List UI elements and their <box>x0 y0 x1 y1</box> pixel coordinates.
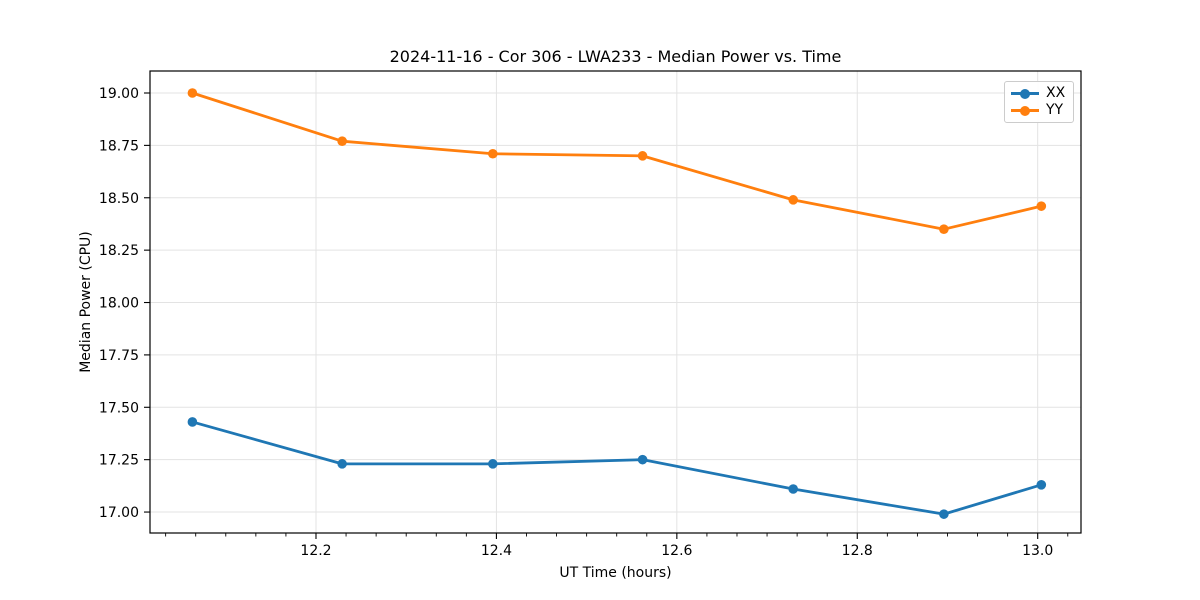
svg-text:17.25: 17.25 <box>99 453 139 469</box>
series-line-yy <box>191 91 1043 231</box>
svg-text:19.00: 19.00 <box>99 86 139 102</box>
svg-text:18.25: 18.25 <box>99 243 139 259</box>
grid-lines <box>150 71 1081 533</box>
legend-item-xx: XX <box>1011 85 1067 102</box>
legend-label-yy: YY <box>1046 102 1064 118</box>
legend-item-yy: YY <box>1011 102 1067 119</box>
plot-frame <box>149 70 1082 534</box>
svg-text:18.75: 18.75 <box>99 138 139 154</box>
series-markers-yy <box>187 88 1047 234</box>
svg-text:17.75: 17.75 <box>99 348 139 364</box>
svg-text:17.50: 17.50 <box>99 400 139 416</box>
x-tick-labels: 12.2 12.4 12.6 12.8 13.0 <box>300 543 1053 559</box>
svg-text:18.00: 18.00 <box>99 296 139 312</box>
legend-label-xx: XX <box>1046 85 1066 101</box>
y-tick-labels: 17.00 17.25 17.50 17.75 18.00 18.25 18.50 18.75… <box>99 86 139 521</box>
legend-marker-yy-icon <box>1011 105 1039 117</box>
svg-text:17.00: 17.00 <box>99 505 139 521</box>
svg-text:18.50: 18.50 <box>99 191 139 207</box>
svg-text:13.0: 13.0 <box>1022 543 1053 559</box>
svg-text:12.4: 12.4 <box>481 543 512 559</box>
x-axis-label: UT Time (hours) <box>559 565 672 581</box>
series-line-xx <box>191 420 1043 516</box>
legend: XX YY <box>1004 81 1074 123</box>
legend-marker-xx-icon <box>1011 88 1039 100</box>
axis-major-ticks <box>144 92 1039 539</box>
x-axis-minor-ticks <box>165 533 1069 537</box>
svg-text:12.6: 12.6 <box>661 543 692 559</box>
y-axis-label: Median Power (CPU) <box>78 231 94 373</box>
svg-text:12.2: 12.2 <box>300 543 331 559</box>
chart-title: 2024-11-16 - Cor 306 - LWA233 - Median P… <box>389 47 842 66</box>
svg-text:12.8: 12.8 <box>842 543 873 559</box>
series-markers-xx <box>187 417 1047 519</box>
